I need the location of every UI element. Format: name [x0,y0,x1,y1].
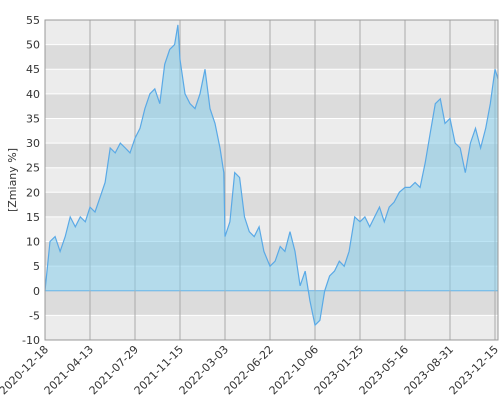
y-tick-label: 35 [26,112,40,125]
y-tick-label: 40 [26,88,40,101]
y-tick-label: 15 [26,211,40,224]
y-tick-label: 30 [26,137,40,150]
grid-band [45,20,498,45]
y-tick-label: -10 [22,334,40,347]
y-tick-label: -5 [29,309,40,322]
y-tick-label: 5 [33,260,40,273]
y-tick-label: 45 [26,63,40,76]
y-tick-label: 50 [26,39,40,52]
plot-frame [44,19,499,341]
y-tick-label: 10 [26,236,40,249]
y-axis-label: [Zmiany %] [6,148,19,212]
grid-band [45,93,498,119]
y-tick-label: 25 [26,162,40,175]
y-tick-label: 0 [33,285,40,298]
grid-band [45,118,498,144]
y-tick-label: 55 [26,14,40,27]
grid-band [45,44,498,70]
line [44,24,499,327]
grid-band [45,290,498,316]
grid-band [45,315,498,340]
y-tick-label: 20 [26,186,40,199]
grid-band [45,69,498,94]
